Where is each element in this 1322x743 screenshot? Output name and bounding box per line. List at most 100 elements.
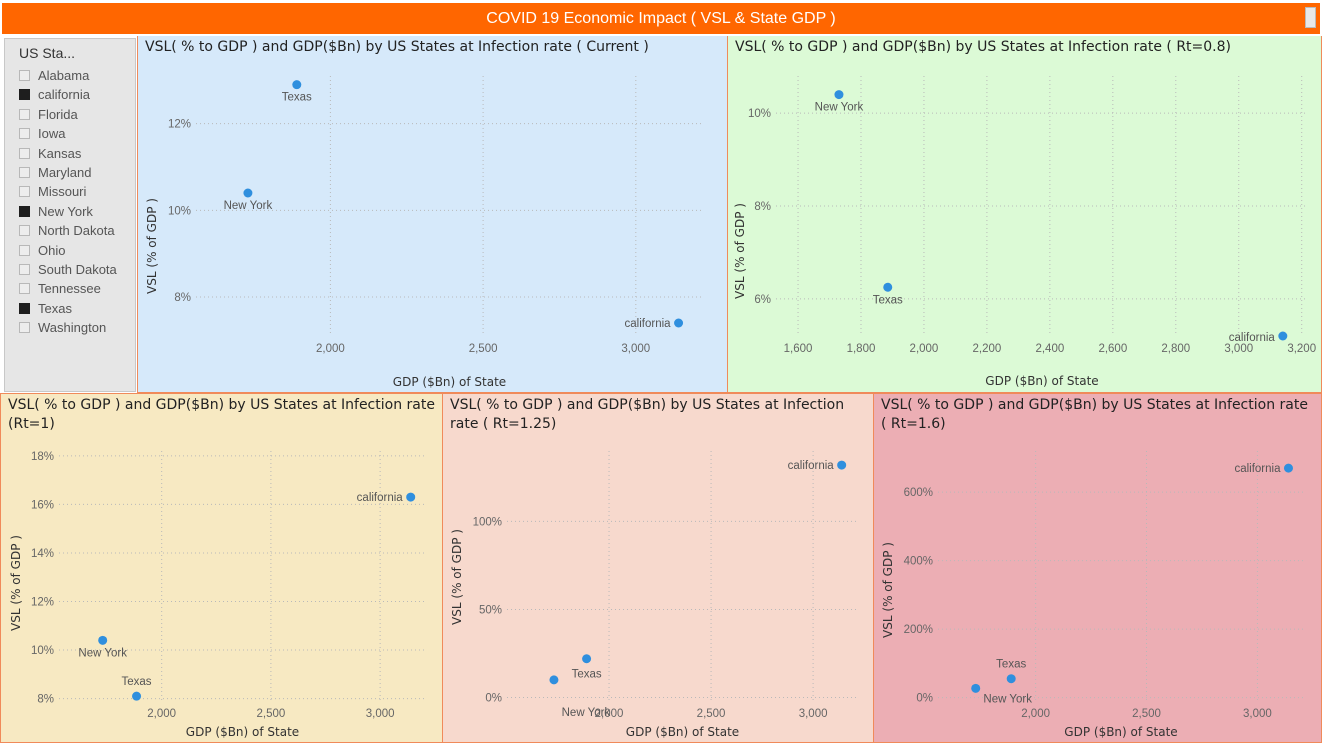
x-tick-label: 3,000	[1243, 708, 1272, 720]
slicer-item-label: Maryland	[38, 165, 92, 180]
data-point[interactable]	[549, 675, 559, 685]
data-point[interactable]	[1283, 463, 1293, 473]
scatter-plot: 8% 10% 12% 14% 16% 18% 2,000 2,500 3,000 GDP ($Bn…	[9, 451, 426, 739]
slicer-item[interactable]: Ohio	[19, 241, 65, 260]
slicer-item[interactable]: North Dakota	[19, 221, 115, 240]
x-tick-label: 2,000	[595, 708, 624, 720]
slicer-item-label: Alabama	[38, 68, 90, 83]
y-tick-label: 6%	[754, 294, 771, 306]
data-point[interactable]	[292, 80, 302, 90]
data-point[interactable]	[837, 460, 847, 470]
checkbox[interactable]	[19, 128, 30, 140]
checkbox[interactable]	[19, 302, 30, 314]
data-point[interactable]	[674, 318, 684, 328]
chart-title: VSL( % to GDP ) and GDP($Bn) by US State…	[735, 39, 1231, 55]
slicer-item[interactable]: california	[19, 85, 90, 104]
x-tick-label: 2,000	[316, 343, 345, 355]
data-point-label: New York	[224, 200, 273, 212]
slicer-item[interactable]: Alabama	[19, 66, 89, 85]
x-tick-label: 2,800	[1161, 343, 1190, 355]
data-point[interactable]	[98, 635, 108, 645]
y-tick-label: 12%	[31, 596, 54, 608]
slicer-item-label: North Dakota	[38, 223, 115, 239]
x-tick-label: 2,500	[697, 708, 726, 720]
data-point[interactable]	[971, 683, 981, 693]
data-point[interactable]	[883, 282, 893, 292]
slicer-item-label: Washington	[38, 320, 107, 336]
data-point[interactable]	[834, 90, 844, 100]
checkbox[interactable]	[19, 225, 30, 237]
x-tick-label: 2,500	[257, 708, 286, 720]
y-axis-label: VSL (% of GDP )	[450, 529, 464, 625]
chart-title: VSL( % to GDP ) and GDP($Bn) by US State…	[8, 397, 435, 432]
chart-panel-rt-0-8: 6% 8% 10% 1,600 1,800 2,000 2,200 2,400 2,600 2,8…	[727, 36, 1322, 393]
slicer-item[interactable]: Iowa	[19, 124, 65, 143]
x-tick-label: 2,500	[1132, 708, 1161, 720]
data-point[interactable]	[132, 691, 142, 701]
checkbox[interactable]	[19, 147, 30, 159]
slicer-item[interactable]: Missouri	[19, 182, 86, 201]
x-tick-label: 3,000	[366, 708, 395, 720]
data-point[interactable]	[406, 492, 416, 502]
slicer-item[interactable]: Texas	[19, 299, 72, 318]
slicer-item[interactable]: South Dakota	[19, 260, 117, 279]
data-point-label: california	[1229, 332, 1276, 344]
data-point[interactable]	[582, 654, 592, 664]
checkbox[interactable]	[19, 70, 30, 81]
y-tick-label: 0%	[916, 693, 933, 705]
scrollbar-thumb[interactable]	[1305, 7, 1316, 28]
y-tick-label: 12%	[168, 119, 191, 131]
data-point[interactable]	[1278, 331, 1288, 341]
slicer-item[interactable]: New York	[19, 202, 93, 221]
y-tick-label: 16%	[31, 499, 54, 511]
slicer-item[interactable]: Maryland	[19, 163, 91, 182]
report-title: COVID 19 Economic Impact ( VSL & State G…	[486, 9, 836, 27]
x-tick-label: 2,000	[1021, 708, 1050, 720]
data-point-label: Texas	[282, 92, 312, 104]
data-point-label: california	[625, 318, 672, 330]
checkbox[interactable]	[19, 89, 30, 101]
x-axis-label: GDP ($Bn) of State	[393, 375, 506, 389]
checkbox[interactable]	[19, 264, 30, 275]
data-point[interactable]	[243, 188, 253, 198]
y-tick-label: 10%	[748, 108, 771, 120]
x-tick-label: 2,000	[147, 708, 176, 720]
x-tick-label: 3,000	[1224, 343, 1253, 355]
x-tick-label: 1,800	[847, 343, 876, 355]
data-point-label: Texas	[873, 294, 903, 306]
x-axis-label: GDP ($Bn) of State	[1064, 725, 1177, 739]
x-tick-label: 3,200	[1287, 343, 1316, 355]
checkbox[interactable]	[19, 186, 30, 198]
x-tick-label: 2,400	[1035, 343, 1064, 355]
data-point-label: New York	[983, 693, 1032, 705]
checkbox[interactable]	[19, 167, 30, 178]
report-title-banner: COVID 19 Economic Impact ( VSL & State G…	[2, 3, 1320, 34]
scatter-plot: 6% 8% 10% 1,600 1,800 2,000 2,200 2,400 2,600 2,8…	[733, 76, 1316, 388]
y-tick-label: 10%	[168, 205, 191, 217]
y-tick-label: 0%	[485, 692, 502, 704]
y-axis-label: VSL (% of GDP )	[733, 203, 747, 299]
slicer-item-label: Iowa	[38, 126, 66, 142]
y-tick-label: 400%	[904, 556, 933, 568]
chart-title: VSL( % to GDP ) and GDP($Bn) by US State…	[881, 397, 1308, 432]
slicer-item[interactable]: Tennessee	[19, 279, 101, 298]
slicer-item-label: New York	[38, 203, 93, 219]
checkbox[interactable]	[19, 205, 30, 217]
data-point-label: california	[357, 492, 404, 504]
report-header: COVID 19 Economic Impact ( VSL & State G…	[0, 0, 1322, 36]
chart-panel-rt-1-6: 0% 200% 400% 600% 2,000 2,500 3,000 GDP ($Bn) o…	[873, 393, 1322, 743]
y-tick-label: 10%	[31, 645, 54, 657]
data-point[interactable]	[1006, 674, 1016, 684]
slicer-item[interactable]: Kansas	[19, 144, 81, 163]
y-tick-label: 8%	[174, 292, 191, 304]
slicer-item-label: Missouri	[38, 184, 87, 200]
slicer-item[interactable]: Washington	[19, 318, 106, 337]
x-tick-label: 2,200	[973, 343, 1002, 355]
slicer-item-label: Texas	[38, 300, 72, 316]
y-tick-label: 600%	[904, 487, 933, 499]
checkbox[interactable]	[19, 108, 30, 120]
slicer-item[interactable]: Florida	[19, 105, 78, 124]
checkbox[interactable]	[19, 322, 30, 334]
checkbox[interactable]	[19, 283, 30, 295]
checkbox[interactable]	[19, 244, 30, 256]
